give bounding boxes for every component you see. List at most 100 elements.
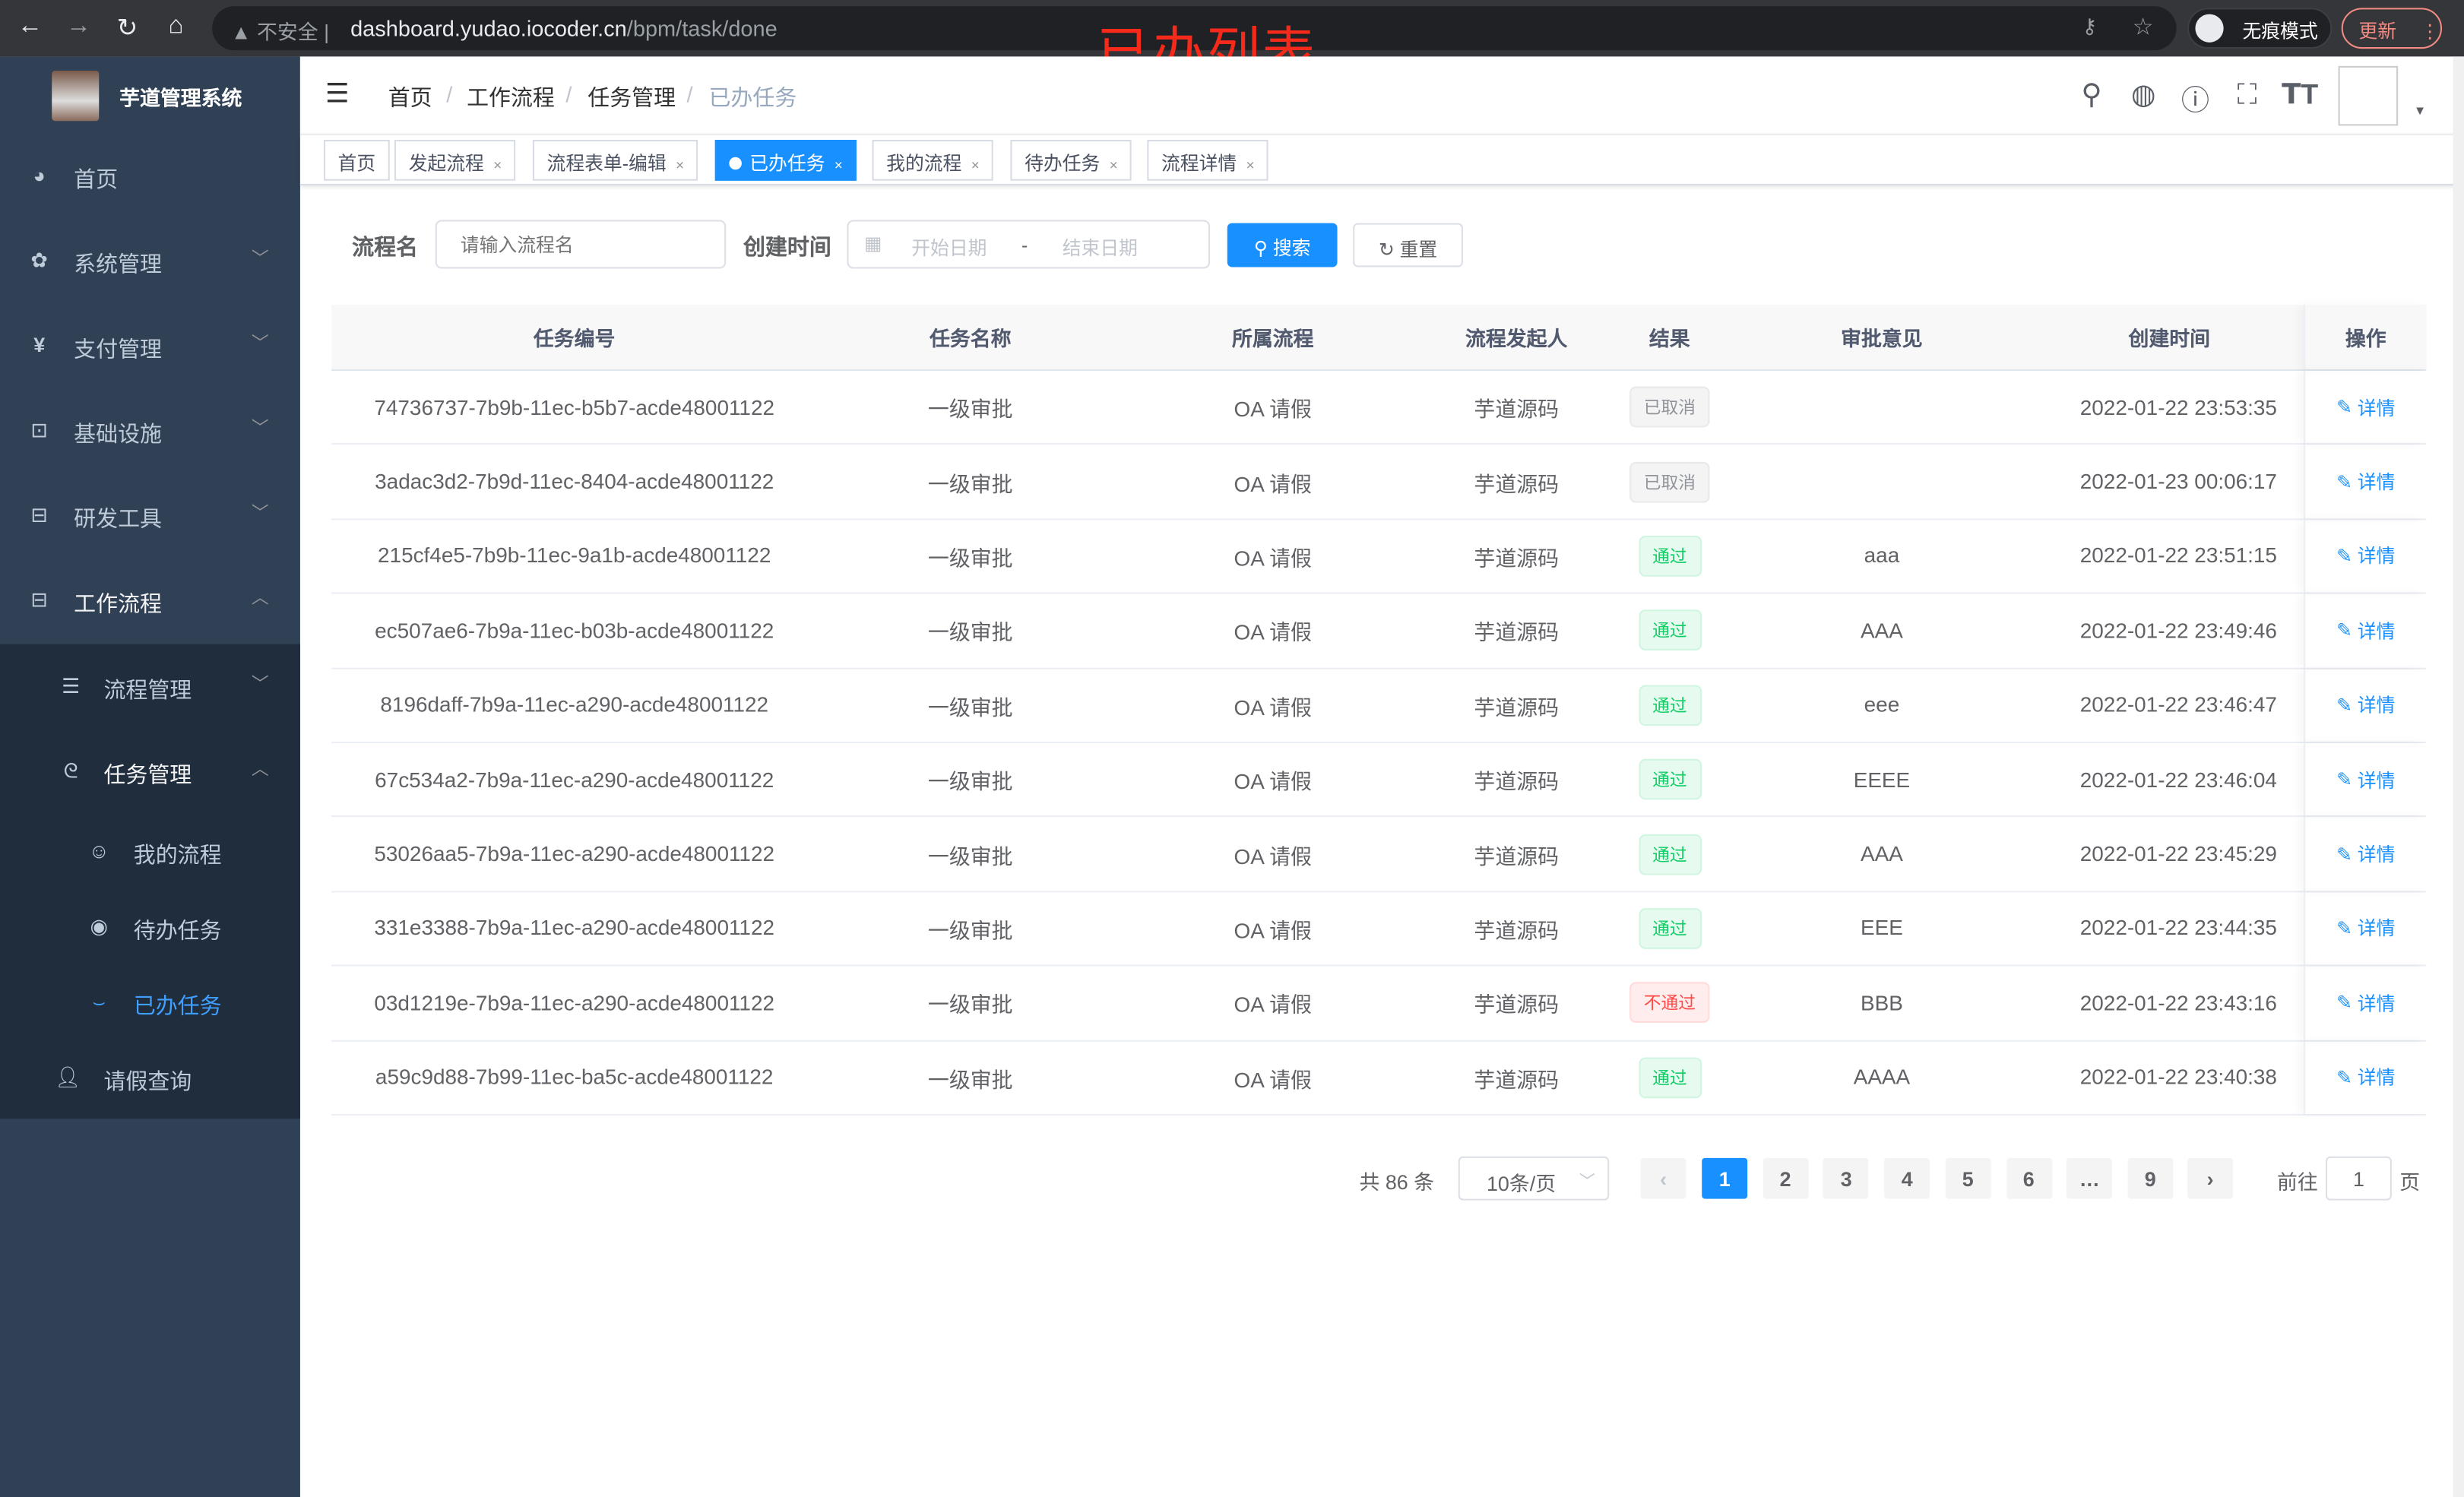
update-button[interactable]: 更新 ⋮ (2341, 8, 2443, 49)
avatar[interactable] (2338, 65, 2399, 126)
sidebar-item-done[interactable]: ⌣ 已办任务 (0, 967, 300, 1042)
page-button[interactable]: 5 (1945, 1157, 1991, 1199)
close-icon[interactable]: × (493, 157, 502, 173)
date-range-picker[interactable]: ▦ 开始日期 - 结束日期 (847, 220, 1211, 269)
sidebar-item-pay[interactable]: ¥ 支付管理 ﹀ (0, 305, 300, 390)
chevron-down-icon: ﹀ (251, 676, 269, 695)
tag-my-process[interactable]: 我的流程 × (872, 140, 994, 181)
url-path: /bpm/task/done (626, 15, 778, 41)
close-icon[interactable]: × (834, 157, 843, 173)
search-button[interactable]: ⚲ 搜索 (1227, 223, 1338, 267)
close-icon[interactable]: × (1246, 157, 1255, 173)
page-button[interactable]: 9 (2127, 1157, 2174, 1199)
tag-todo-task[interactable]: 待办任务 × (1010, 140, 1132, 181)
task-name: 一级审批 (927, 695, 1013, 720)
next-page-button[interactable]: › (2187, 1157, 2234, 1199)
comment: AAA (1861, 842, 1903, 866)
tag-start-process[interactable]: 发起流程 × (394, 140, 516, 181)
forward-icon[interactable]: → (65, 12, 91, 40)
detail-link[interactable]: ✎ 详情 (2304, 593, 2426, 667)
sidebar-item-leave[interactable]: 👤︎ 请假查询 (0, 1042, 300, 1117)
sidebar-item-workflow[interactable]: ⊟ 工作流程 ︿ (0, 559, 300, 644)
page-button[interactable]: 2 (1762, 1157, 1809, 1199)
detail-link[interactable]: ✎ 详情 (2304, 817, 2426, 891)
create-time: 2022-01-22 23:45:29 (2079, 842, 2277, 866)
hamburger-icon[interactable]: ☰ (325, 78, 350, 109)
process-name-input[interactable] (435, 220, 727, 269)
page-button[interactable]: 4 (1884, 1157, 1930, 1199)
github-icon[interactable]: ◍ (2130, 78, 2156, 110)
security-warning[interactable]: ▲ 不安全 | (230, 20, 330, 44)
sidebar-item-task-manage[interactable]: ᘓ 任务管理 ︿ (0, 730, 300, 815)
url[interactable]: dashboard.yudao.iocoder.cn/bpm/task/done (350, 16, 778, 41)
back-icon[interactable]: ← (17, 12, 43, 40)
page-button[interactable]: 6 (2006, 1157, 2052, 1199)
detail-link[interactable]: ✎ 详情 (2304, 519, 2426, 593)
refresh-icon: ↻ (1378, 239, 1400, 261)
sidebar-item-my-process[interactable]: ☺ 我的流程 (0, 815, 300, 891)
address-bar[interactable]: ▲ 不安全 | dashboard.yudao.iocoder.cn/bpm/t… (212, 6, 2177, 51)
end-date-input[interactable]: 结束日期 (1062, 237, 1138, 260)
page-button[interactable]: 1 (1702, 1157, 1748, 1199)
table-row: 74736737-7b9b-11ec-b5b7-acde48001122 一级审… (331, 370, 2427, 445)
close-icon[interactable]: × (1109, 157, 1118, 173)
reset-button[interactable]: ↻ 重置 (1353, 223, 1463, 267)
detail-link[interactable]: ✎ 详情 (2304, 668, 2426, 742)
task-name: 一级审批 (927, 621, 1013, 645)
detail-label: 详情 (2357, 546, 2396, 568)
font-size-icon[interactable]: ꓔT (2282, 78, 2319, 110)
tag-label: 流程详情 (1161, 152, 1237, 175)
comment (1728, 371, 2035, 444)
tag-process-detail[interactable]: 流程详情 × (1147, 140, 1269, 181)
scrollbar[interactable] (2453, 56, 2464, 1497)
sidebar-item-process-manage[interactable]: ☰ 流程管理 ﹀ (0, 646, 300, 731)
detail-link[interactable]: ✎ 详情 (2304, 1040, 2426, 1114)
more-icon[interactable]: ⋮ (2420, 20, 2440, 43)
table-row: 03d1219e-7b9a-11ec-a290-acde48001122 一级审… (331, 966, 2427, 1041)
detail-link[interactable]: ✎ 详情 (2304, 370, 2426, 444)
sidebar-item-home[interactable]: ◕ 首页 (0, 135, 300, 220)
page-size-select[interactable]: 10条/页 ﹀ (1458, 1156, 1610, 1201)
starter: 芋道源码 (1474, 919, 1560, 943)
tag-form-edit[interactable]: 流程表单-编辑 × (532, 140, 698, 181)
home-icon[interactable]: ⌂ (168, 12, 184, 40)
star-icon[interactable]: ☆ (2132, 14, 2154, 41)
result-cell: 已取消 (1610, 445, 1728, 518)
caret-down-icon[interactable]: ▼ (2413, 103, 2427, 119)
detail-link[interactable]: ✎ 详情 (2304, 891, 2426, 965)
sidebar-item-devtools[interactable]: ⊟ 研发工具 ﹀ (0, 474, 300, 559)
goto-label: 前往 (2276, 1170, 2318, 1195)
key-icon[interactable]: ⚷ (2082, 14, 2098, 38)
reload-icon[interactable]: ↻ (116, 15, 138, 43)
close-icon[interactable]: × (971, 157, 980, 173)
starter: 芋道源码 (1474, 770, 1560, 794)
column-header: 任务编号 (533, 327, 616, 351)
breadcrumb-workflow[interactable]: 工作流程 (467, 84, 555, 110)
incognito-badge[interactable]: 无痕模式 (2187, 8, 2333, 49)
detail-link[interactable]: ✎ 详情 (2304, 445, 2426, 518)
result-badge: 通过 (1638, 685, 1702, 726)
tag-done-task[interactable]: 已办任务 × (714, 140, 857, 181)
prev-page-button[interactable]: ‹ (1640, 1157, 1686, 1199)
search-icon[interactable]: ⚲ (2081, 78, 2102, 110)
task-name: 一级审批 (927, 1068, 1013, 1092)
sidebar-item-infra[interactable]: ⊡ 基础设施 ﹀ (0, 390, 300, 475)
task-id: 8196daff-7b9a-11ec-a290-acde48001122 (380, 693, 769, 717)
page-button[interactable]: 3 (1823, 1157, 1870, 1199)
help-icon[interactable]: ⓘ (2181, 84, 2210, 117)
close-icon[interactable]: × (676, 157, 684, 173)
goto-page-input[interactable] (2326, 1156, 2392, 1201)
breadcrumb-home[interactable]: 首页 (388, 84, 432, 110)
sidebar-item-todo[interactable]: ◉ 待办任务 (0, 891, 300, 966)
page-button[interactable]: … (2067, 1157, 2113, 1199)
comment: EEE (1861, 916, 1903, 941)
tag-home[interactable]: 首页 (323, 140, 390, 181)
column-header: 操作 (2304, 305, 2427, 369)
fullscreen-icon[interactable]: ⛶ (2237, 78, 2257, 110)
detail-link[interactable]: ✎ 详情 (2304, 742, 2426, 816)
detail-link[interactable]: ✎ 详情 (2304, 966, 2426, 1040)
tag-label: 流程表单-编辑 (546, 152, 667, 175)
start-date-input[interactable]: 开始日期 (911, 237, 987, 260)
sidebar-item-system[interactable]: ✿ 系统管理 ﹀ (0, 220, 300, 305)
breadcrumb-task-manage[interactable]: 任务管理 (587, 84, 676, 110)
